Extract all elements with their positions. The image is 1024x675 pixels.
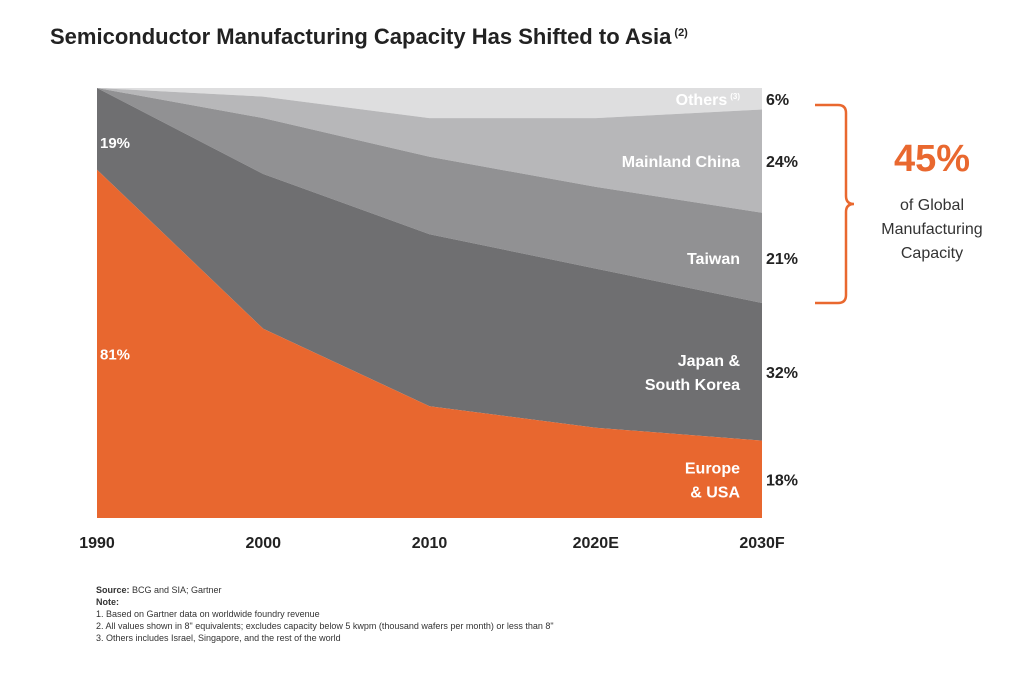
callout-line: Manufacturing — [881, 221, 983, 238]
callout-text: of Global Manufacturing Capacity — [862, 194, 1002, 266]
series-label: Others (3) — [676, 92, 741, 109]
source-text: BCG and SIA; Gartner — [129, 585, 222, 595]
x-tick-label: 2030F — [739, 535, 785, 552]
end-value-label: 24% — [766, 154, 798, 171]
chart-title-text: Semiconductor Manufacturing Capacity Has… — [50, 24, 672, 49]
note-item: 1. Based on Gartner data on worldwide fo… — [96, 609, 320, 619]
end-value-label: 18% — [766, 472, 798, 489]
x-tick-label: 2020E — [573, 535, 620, 552]
series-label: Europe & USA — [685, 460, 741, 501]
start-value-label: 19% — [100, 135, 130, 152]
x-tick-label: 1990 — [79, 535, 115, 552]
note-label: Note: — [96, 597, 119, 607]
area-europe-usa — [97, 169, 762, 518]
x-tick-label: 2010 — [412, 535, 448, 552]
end-value-label: 6% — [766, 92, 789, 109]
end-value-label: 32% — [766, 365, 798, 382]
callout-value: 45% — [893, 138, 971, 180]
start-value-label: 81% — [100, 347, 130, 364]
x-axis-ticks: 1990 2000 2010 2020E 2030F — [79, 535, 785, 552]
series-label: Japan & South Korea — [645, 353, 741, 394]
area-japan-south-korea — [97, 88, 762, 441]
x-tick-label: 2000 — [245, 535, 281, 552]
callout-bracket — [815, 103, 855, 305]
area-layers — [97, 88, 762, 518]
end-value-labels: 18% 32% 21% 24% 6% — [766, 92, 798, 489]
area-mainland-china — [97, 88, 762, 213]
series-labels: Europe & USA Japan & South Korea Taiwan Mainl… — [100, 92, 741, 501]
footnotes: Source: BCG and SIA; Gartner Note: 1. Ba… — [96, 584, 554, 644]
area-others — [97, 88, 762, 119]
chart-title: Semiconductor Manufacturing Capacity Has… — [50, 24, 688, 50]
title-footnote: (2) — [674, 26, 688, 39]
series-label: Taiwan — [687, 251, 740, 268]
note-item: 2. All values shown in 8" equivalents; e… — [96, 621, 554, 631]
note-item: 3. Others includes Israel, Singapore, an… — [96, 633, 341, 643]
end-value-label: 21% — [766, 251, 798, 268]
source-label: Source: — [96, 585, 130, 595]
series-label: Mainland China — [622, 154, 740, 171]
area-taiwan — [97, 88, 762, 303]
callout-line: Capacity — [900, 245, 964, 262]
callout-line: of Global — [899, 197, 965, 214]
source-line: Source: BCG and SIA; Gartner — [96, 584, 554, 596]
